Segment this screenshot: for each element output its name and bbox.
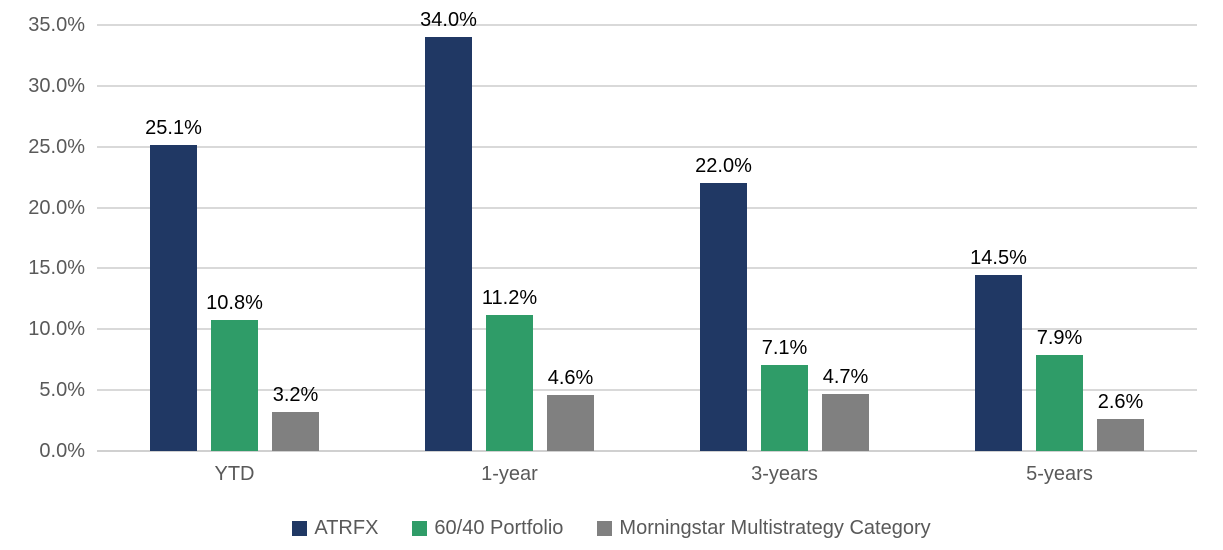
bar-atrfx-1-year — [425, 37, 472, 451]
data-label: 3.2% — [272, 384, 319, 407]
legend-item-atrfx: ATRFX — [292, 517, 378, 540]
bar-atrfx-3-years — [700, 183, 747, 451]
y-axis-tick-label: 35.0% — [28, 14, 85, 36]
data-label: 22.0% — [695, 155, 752, 178]
legend-label: 60/40 Portfolio — [434, 516, 564, 539]
bar-morningstar-multistrategy-category-3-years — [822, 393, 869, 451]
data-label: 4.7% — [822, 365, 869, 388]
category-label-ytd: YTD — [214, 463, 255, 485]
legend-label: ATRFX — [314, 516, 379, 539]
y-axis-tick-label: 25.0% — [28, 135, 85, 158]
y-axis-tick-label: 5.0% — [39, 379, 85, 402]
bar-60-40-portfolio-5-years — [1036, 354, 1083, 451]
legend-item-morningstar-multistrategy-category: Morningstar Multistrategy Category — [597, 516, 931, 540]
category-label-1-year: 1-year — [481, 463, 538, 485]
bar-60-40-portfolio-1-year — [486, 314, 533, 451]
category-label-5-years: 5-years — [1026, 463, 1093, 485]
gridline — [97, 84, 1197, 87]
data-label: 2.6% — [1097, 391, 1144, 414]
gridline — [97, 267, 1197, 270]
x-axis-line — [97, 450, 1197, 452]
legend-swatch-icon — [412, 520, 428, 536]
data-label: 4.6% — [547, 367, 594, 389]
y-axis-tick-label: 0.0% — [39, 440, 85, 462]
legend-swatch-icon — [597, 520, 613, 536]
gridline — [97, 389, 1197, 392]
gridline — [97, 328, 1197, 331]
data-label: 10.8% — [206, 291, 263, 314]
y-axis-tick-label: 15.0% — [28, 257, 85, 280]
bar-morningstar-multistrategy-category-1-year — [547, 395, 594, 451]
bar-60-40-portfolio-ytd — [211, 319, 258, 451]
data-label: 14.5% — [970, 246, 1027, 269]
gridline — [97, 24, 1197, 26]
bar-morningstar-multistrategy-category-5-years — [1097, 419, 1144, 451]
gridline — [97, 206, 1197, 209]
legend-swatch-icon — [292, 520, 308, 536]
bar-atrfx-ytd — [150, 145, 197, 451]
data-label: 7.1% — [761, 336, 808, 359]
y-axis-tick-label: 30.0% — [28, 74, 85, 97]
y-axis-tick-label: 10.0% — [28, 318, 85, 341]
legend-label: Morningstar Multistrategy Category — [619, 516, 931, 539]
bar-morningstar-multistrategy-category-ytd — [272, 412, 319, 451]
legend-item-60-40-portfolio: 60/40 Portfolio — [412, 517, 563, 540]
y-axis-tick-label: 20.0% — [28, 196, 85, 219]
data-label: 7.9% — [1036, 326, 1083, 349]
bar-atrfx-5-years — [975, 274, 1022, 451]
bar-60-40-portfolio-3-years — [761, 364, 808, 451]
category-label-3-years: 3-years — [751, 463, 818, 485]
data-label: 25.1% — [145, 117, 202, 140]
legend: ATRFX 60/40 Portfolio Morningstar Multistr… — [0, 514, 1223, 542]
data-label: 11.2% — [481, 286, 538, 309]
data-label: 34.0% — [420, 9, 477, 32]
gridline — [97, 145, 1197, 148]
